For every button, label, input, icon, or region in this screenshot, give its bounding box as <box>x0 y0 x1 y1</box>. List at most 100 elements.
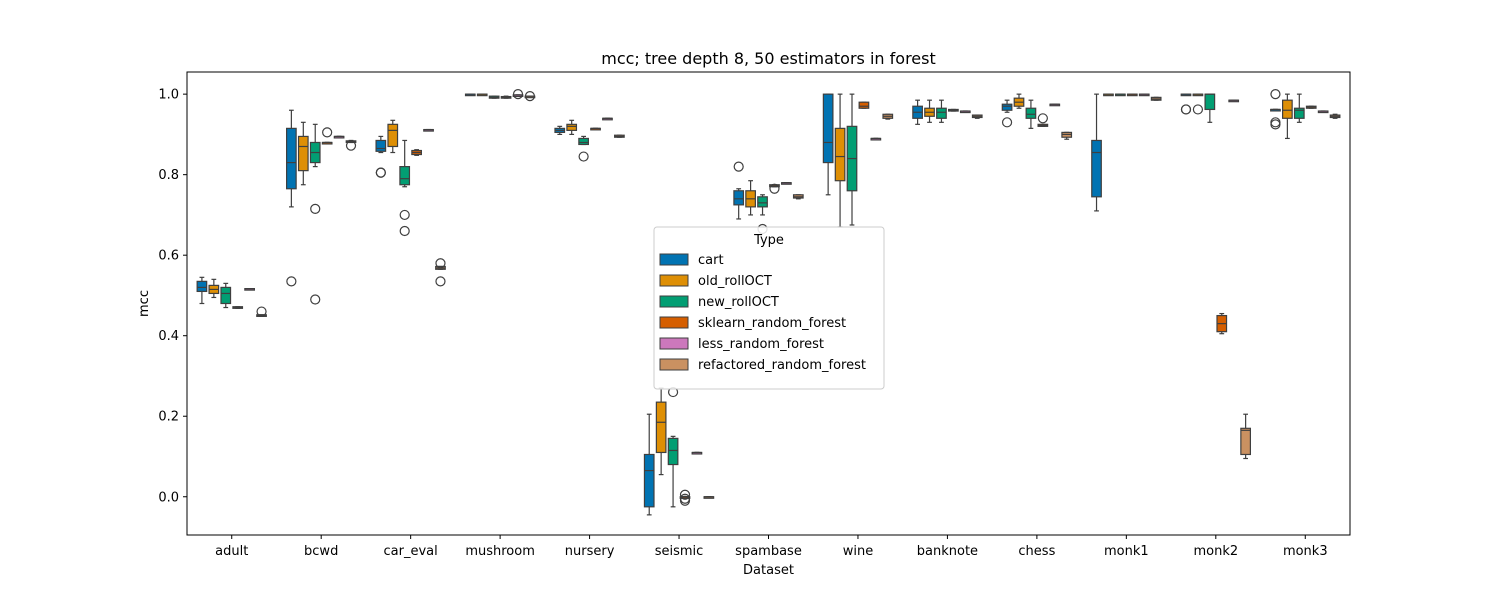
legend-swatch-old_rollOCT <box>659 274 689 287</box>
y-tick-label: 0.8 <box>158 168 179 183</box>
box-old_rollOCT-monk3 <box>1282 93 1293 140</box>
box-body <box>1025 107 1037 119</box>
box-body <box>196 280 208 293</box>
box-refactored_random_forest-monk2 <box>1240 413 1251 460</box>
box-cart-car_eval <box>375 135 387 178</box>
box-body <box>1240 427 1251 456</box>
box-new_rollOCT-wine <box>846 93 858 226</box>
legend-label-new_rollOCT: new_rollOCT <box>698 295 779 310</box>
legend-label-less_random_forest: less_random_forest <box>698 337 824 352</box>
outlier-point <box>1001 117 1013 128</box>
outlier-point <box>679 489 691 500</box>
x-axis: adult bcwd car_eval mushroom nursery seismic s… <box>215 535 1328 559</box>
box-old_rollOCT-banknote <box>924 99 935 123</box>
legend: Type cart old_rollOCT new_rollOCT sklearn_ra… <box>653 226 885 390</box>
box-cart-chess <box>1001 99 1013 128</box>
outlier-point <box>1180 104 1192 115</box>
outlier-point <box>1037 113 1048 124</box>
box-less_random_forest-spambase <box>781 182 792 185</box>
outlier-point <box>1192 104 1204 115</box>
series-cart <box>196 89 1281 516</box>
box-sklearn_random_forest-seismic <box>679 489 691 506</box>
x-axis-label: Dataset <box>743 563 794 578</box>
legend-label-old_rollOCT: old_rollOCT <box>698 274 772 289</box>
box-old_rollOCT-monk1 <box>1103 93 1114 97</box>
box-body <box>399 166 411 186</box>
outlier-point <box>679 495 691 506</box>
outlier-point <box>1270 89 1281 100</box>
series-refactored_random_forest <box>256 91 1341 499</box>
box-body <box>643 453 655 508</box>
series-less_random_forest <box>244 89 1329 455</box>
legend-label-sklearn_random_forest: sklearn_random_forest <box>698 316 846 331</box>
box-new_rollOCT-adult <box>220 282 232 309</box>
box-new_rollOCT-bcwd <box>309 123 321 305</box>
outlier-point <box>286 276 297 287</box>
legend-swatch-refactored_random_forest <box>659 358 689 371</box>
box-refactored_random_forest-mushroom <box>524 91 536 102</box>
box-body <box>286 127 297 190</box>
box-refactored_random_forest-seismic <box>703 496 715 499</box>
box-less_random_forest-monk3 <box>1317 110 1329 114</box>
box-body <box>566 123 578 131</box>
plot-marks <box>196 89 1341 516</box>
box-sklearn_random_forest-adult <box>232 306 244 309</box>
box-new_rollOCT-seismic <box>667 386 679 508</box>
box-new_rollOCT-nursery <box>578 135 589 162</box>
y-tick-label: 0.2 <box>158 410 179 425</box>
box-less_random_forest-nursery <box>602 117 613 121</box>
box-refactored_random_forest-wine <box>882 113 894 120</box>
box-body <box>936 107 947 119</box>
box-cart-monk3 <box>1270 89 1281 130</box>
box-body <box>1293 107 1305 119</box>
box-body <box>733 190 745 206</box>
legend-swatch-less_random_forest <box>659 337 689 350</box>
y-tick-label: 0.0 <box>158 490 179 505</box>
box-old_rollOCT-mushroom <box>476 93 488 97</box>
box-cart-monk2 <box>1180 93 1192 115</box>
box-old_rollOCT-bcwd <box>297 121 309 186</box>
box-cart-adult <box>196 276 208 305</box>
outlier-point <box>512 89 524 100</box>
legend-label-refactored_random_forest: refactored_random_forest <box>698 358 866 373</box>
x-tick-label: seismic <box>655 544 704 559</box>
outlier-point <box>256 306 267 317</box>
y-tick-label: 0.6 <box>158 249 179 264</box>
outlier-point <box>578 151 589 162</box>
box-less_random_forest-monk2 <box>1228 99 1240 103</box>
box-body <box>578 137 589 146</box>
box-new_rollOCT-monk1 <box>1115 93 1126 97</box>
box-old_rollOCT-car_eval <box>387 119 399 154</box>
box-sklearn_random_forest-monk3 <box>1305 105 1317 109</box>
box-refactored_random_forest-spambase <box>792 194 804 200</box>
box-body <box>655 401 667 454</box>
box-refactored_random_forest-banknote <box>971 114 983 119</box>
box-body <box>834 127 846 182</box>
box-new_rollOCT-monk3 <box>1293 93 1305 123</box>
x-tick-label: mushroom <box>465 544 535 559</box>
box-cart-wine <box>822 93 834 196</box>
box-body <box>1204 93 1216 111</box>
legend-swatch-new_rollOCT <box>659 295 689 308</box>
y-axis: 0.0 0.2 0.4 0.6 0.8 1.0 <box>158 88 187 505</box>
box-cart-mushroom <box>464 93 476 97</box>
box-old_rollOCT-nursery <box>566 119 578 136</box>
x-tick-label: nursery <box>565 544 615 559</box>
box-body <box>220 286 232 305</box>
outlier-point <box>769 183 780 194</box>
outlier-point <box>310 294 321 305</box>
x-tick-label: wine <box>843 544 873 559</box>
box-less_random_forest-chess <box>1049 103 1061 107</box>
x-tick-label: chess <box>1018 544 1055 559</box>
x-tick-label: monk3 <box>1283 544 1328 559</box>
outlier-point <box>322 127 333 138</box>
box-body <box>375 139 387 152</box>
box-sklearn_random_forest-monk2 <box>1216 312 1228 335</box>
box-body <box>387 123 399 148</box>
box-cart-spambase <box>733 161 745 220</box>
outlier-point <box>310 203 321 214</box>
x-tick-label: monk2 <box>1193 544 1238 559</box>
box-body <box>757 196 768 208</box>
box-less_random_forest-monk1 <box>1138 93 1150 97</box>
